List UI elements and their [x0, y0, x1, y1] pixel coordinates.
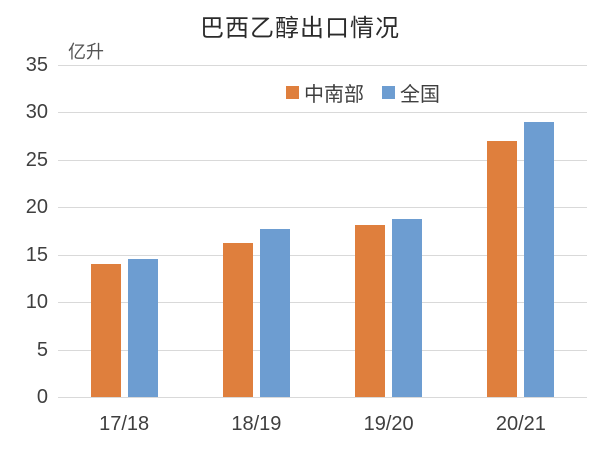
y-tick-label-35: 35 [25, 54, 48, 76]
y-tick-label-5: 5 [36, 338, 48, 361]
y-tick-label-30: 30 [25, 101, 48, 124]
bar-nationwide-18-19 [259, 229, 290, 397]
legend-swatch-nationwide [382, 86, 395, 99]
y-axis-unit-label: 亿升 [68, 42, 104, 62]
gridline-y-10 [58, 302, 587, 304]
legend-label-nationwide: 全国 [400, 84, 440, 106]
bar-central-south-17-18 [90, 264, 121, 397]
gridline-y-35 [58, 65, 587, 66]
legend-label-central-south: 中南部 [304, 84, 364, 106]
gridline-y-0 [58, 397, 587, 398]
gridline-y-15 [58, 254, 587, 256]
y-tick-label-0: 0 [36, 386, 48, 408]
y-tick-label-25: 25 [25, 148, 48, 171]
x-tick-label-20-21: 20/21 [495, 413, 546, 435]
chart-title: 巴西乙醇出口情况 [200, 16, 400, 42]
bar-central-south-20-21 [487, 140, 518, 397]
x-tick-label-19-20: 19/20 [363, 413, 414, 435]
gridline-y-20 [58, 207, 587, 209]
x-tick-label-17-18: 17/18 [99, 413, 150, 435]
y-tick-label-20: 20 [25, 196, 48, 219]
legend: 中南部 全国 [286, 78, 440, 107]
gridline-y-30 [58, 112, 587, 114]
bar-central-south-18-19 [222, 243, 253, 397]
y-tick-label-10: 10 [25, 291, 48, 314]
gridline-y-25 [58, 159, 587, 161]
gridline-y-5 [58, 349, 587, 351]
bar-nationwide-17-18 [127, 259, 158, 397]
bar-central-south-19-20 [355, 225, 386, 397]
bar-nationwide-19-20 [392, 218, 423, 397]
y-tick-label-15: 15 [25, 243, 48, 266]
legend-item-nationwide: 全国 [382, 78, 440, 107]
legend-item-central-south: 中南部 [286, 78, 364, 107]
legend-swatch-central-south [286, 86, 299, 99]
x-tick-label-18-19: 18/19 [231, 413, 282, 435]
bar-nationwide-20-21 [524, 121, 555, 397]
